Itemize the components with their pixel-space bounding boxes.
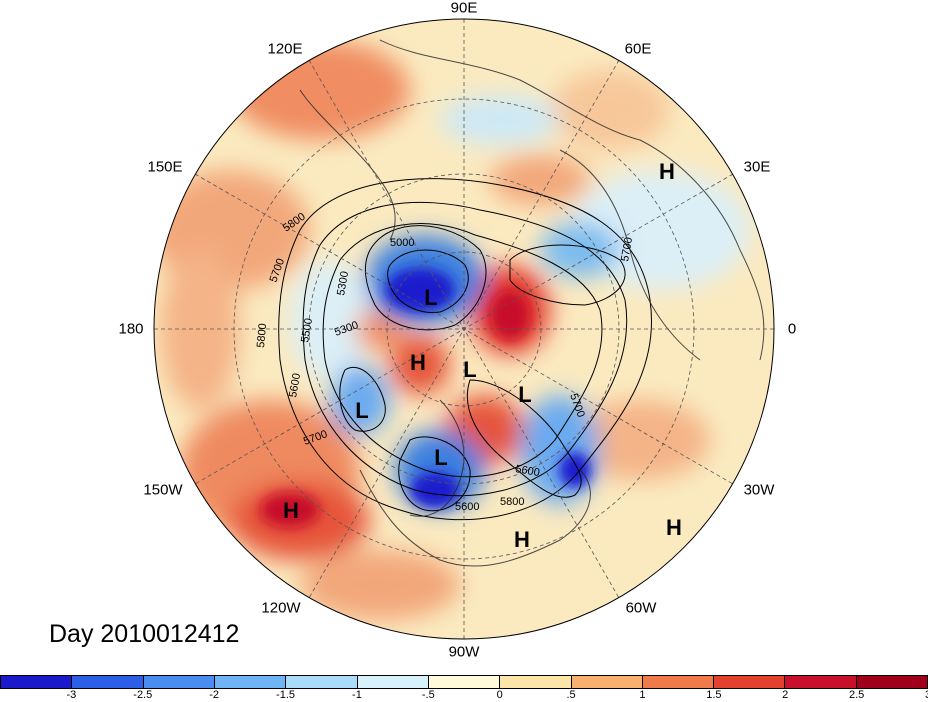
- lon-label-180: 180: [118, 320, 144, 338]
- low-marker: L: [463, 357, 477, 382]
- high-marker: H: [514, 527, 530, 552]
- colorbar-segment: [785, 676, 857, 688]
- contour-label: 5800: [255, 323, 269, 348]
- colorbar-segment: [571, 676, 643, 688]
- colorbar-tick-label: 3: [925, 689, 928, 701]
- colorbar-tick-label: -2: [209, 689, 220, 701]
- colorbar-tick-label: -1: [352, 689, 362, 701]
- colorbar-tick-label: .5: [566, 689, 576, 701]
- colorbar-tick-label: -3: [66, 689, 77, 701]
- contour-label: 5500: [299, 317, 315, 343]
- colorbar-tick-label: -1.5: [276, 689, 296, 701]
- colorbar-segment: [357, 676, 429, 688]
- contour-label: 5600: [514, 463, 540, 479]
- colorbar-tick-label: -2.5: [133, 689, 153, 701]
- high-marker: H: [410, 350, 426, 375]
- low-marker: L: [434, 445, 448, 470]
- colorbar: [0, 675, 928, 689]
- lon-label-30e: 30E: [743, 158, 771, 176]
- contour-label: 5800: [500, 496, 524, 508]
- colorbar-segment: [1, 676, 73, 688]
- lon-label-0: 0: [787, 320, 797, 338]
- colorbar-tick-label: 1.5: [706, 689, 722, 701]
- lon-label-150e: 150E: [147, 158, 183, 176]
- contour-label: 5700: [619, 236, 635, 262]
- lon-label-90w: 90W: [448, 643, 480, 661]
- colorbar-segment: [214, 676, 287, 688]
- lon-label-60e: 60E: [624, 40, 652, 58]
- colorbar-tick-label: 2.5: [848, 689, 865, 701]
- colorbar-segment: [714, 676, 786, 688]
- colorbar-segment: [286, 676, 358, 688]
- colorbar-tick-label: 2: [782, 689, 789, 701]
- colorbar-segment: [143, 676, 215, 688]
- contour-label: 5600: [287, 372, 303, 398]
- lon-label-90e: 90E: [450, 0, 478, 17]
- contour-label: 5000: [390, 237, 414, 249]
- low-marker: L: [518, 382, 532, 407]
- high-marker: H: [659, 159, 675, 184]
- colorbar-segment: [72, 676, 144, 688]
- colorbar-segment: [642, 676, 715, 688]
- colorbar-segment: [856, 676, 928, 688]
- colorbar-tick-label: 0: [496, 689, 503, 701]
- lon-label-120e: 120E: [267, 40, 303, 58]
- high-marker: H: [283, 498, 299, 523]
- colorbar-tick-label: 1: [639, 689, 646, 701]
- low-marker: L: [424, 285, 438, 310]
- colorbar-tick-label: -.5: [421, 689, 435, 701]
- contour-label: 5600: [455, 501, 479, 513]
- low-marker: L: [355, 398, 369, 423]
- lon-label-60w: 60W: [625, 599, 657, 617]
- lon-label-30w: 30W: [743, 481, 775, 499]
- colorbar-segment: [500, 676, 572, 688]
- high-marker: H: [666, 515, 682, 540]
- date-title: Day 2010012412: [49, 620, 240, 648]
- colorbar-segment: [428, 676, 501, 688]
- contour-label: 5300: [335, 270, 351, 296]
- lon-label-120w: 120W: [261, 599, 301, 617]
- lon-label-150w: 150W: [143, 481, 183, 499]
